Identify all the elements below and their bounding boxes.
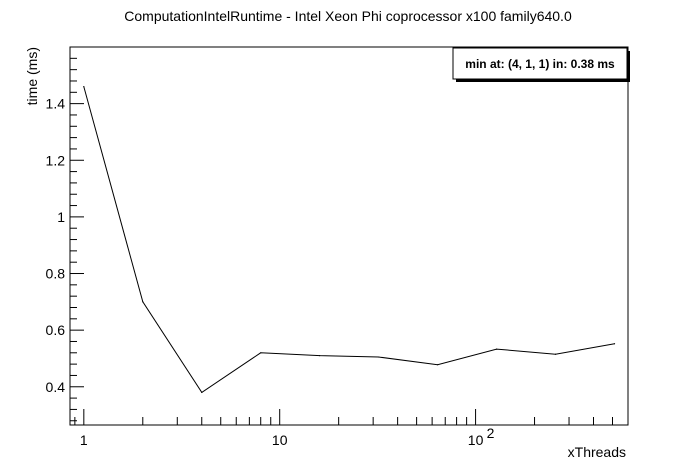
annotation-text: min at: (4, 1, 1) in: 0.38 ms — [465, 57, 615, 71]
data-point — [613, 343, 616, 345]
annotation-background — [452, 47, 628, 80]
y-tick-label: 0.6 — [46, 322, 66, 338]
chart-title: ComputationIntelRuntime - Intel Xeon Phi… — [124, 8, 572, 24]
data-point — [437, 364, 439, 366]
data-point — [260, 352, 262, 354]
x-tick-label: 1 — [80, 432, 88, 448]
x-tick-exponent: 2 — [487, 425, 495, 441]
series-line — [83, 86, 615, 394]
data-point — [83, 86, 85, 88]
x-axis-label: xThreads — [568, 444, 626, 460]
min-annotation: min at: (4, 1, 1) in: 0.38 ms — [452, 47, 630, 82]
y-axis-label: time (ms) — [24, 47, 40, 105]
y-tick-label: 0.8 — [46, 266, 66, 282]
y-axis: 0.4 0.6 0.8 1 1.2 1.4 — [46, 46, 84, 422]
data-point — [142, 301, 144, 303]
data-point — [495, 348, 498, 350]
data-point — [554, 353, 557, 355]
series-layer — [83, 86, 616, 394]
y-tick-label: 1 — [57, 209, 65, 225]
y-tick-label: 1.2 — [46, 152, 66, 168]
data-point — [319, 355, 321, 357]
y-tick-label: 0.4 — [46, 379, 66, 395]
x-axis: 1 10 10 2 — [74, 409, 629, 448]
data-point — [201, 391, 203, 394]
y-tick-label: 1.4 — [46, 96, 66, 112]
x-tick-label: 10 — [272, 432, 288, 448]
plot-frame — [69, 46, 629, 426]
x-tick-label: 10 — [468, 432, 484, 448]
data-point — [378, 356, 380, 358]
